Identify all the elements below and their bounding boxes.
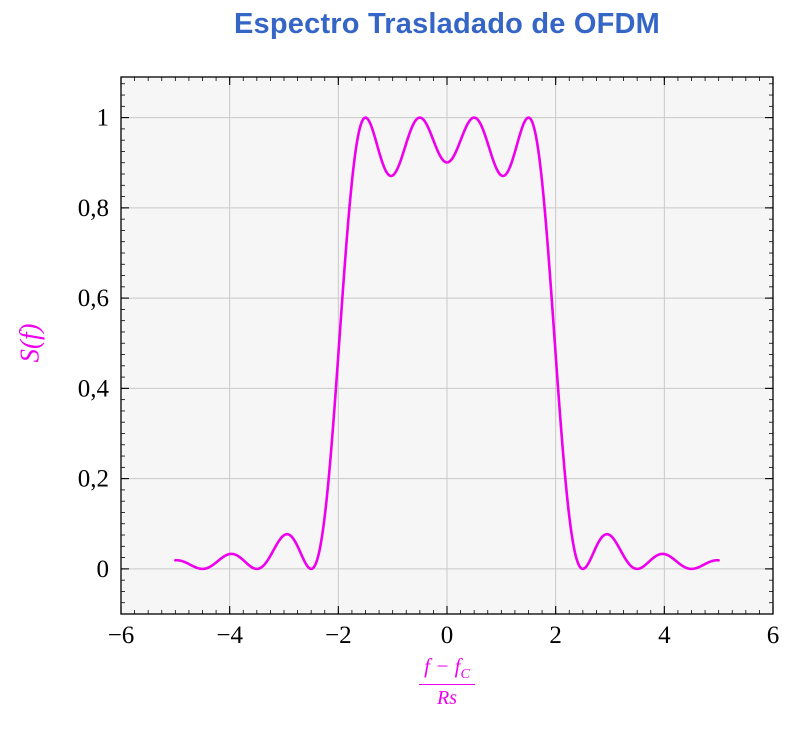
y-tick-label: 0 [97,556,110,583]
x-tick-label: 0 [441,622,454,649]
spectrum-curve [174,116,720,571]
x-axis-fraction: f − fC Rs [419,654,475,710]
axes-frame [120,76,774,615]
x-axis-label: f − fC Rs [121,654,773,710]
x-tick-label: −2 [325,622,352,649]
x-tick-label: −6 [108,622,135,649]
x-tick-label: 2 [549,622,562,649]
y-tick-label: 0,2 [78,466,109,493]
grid [121,77,773,614]
x-tick-label: 4 [658,622,671,649]
y-tick-label: 0,4 [78,375,110,402]
y-axis-label: S(f) [14,323,45,363]
y-tick-label: 0,6 [78,285,109,312]
x-label-denominator: Rs [437,687,457,710]
tick-labels: −6 −4 −2 0 2 4 6 0 0,2 0,4 0,6 0,8 1 [78,105,780,649]
y-tick-label: 1 [97,105,110,132]
chart-title: Espectro Trasladado de OFDM [234,8,660,40]
x-tick-label: −4 [216,622,243,649]
y-tick-label: 0,8 [78,195,109,222]
x-tick-label: 6 [767,622,780,649]
x-label-numerator: f − fC [419,654,475,686]
